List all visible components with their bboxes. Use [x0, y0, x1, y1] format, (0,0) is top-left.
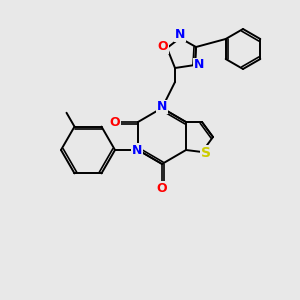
Text: O: O: [157, 182, 167, 194]
Text: N: N: [194, 58, 204, 71]
Text: N: N: [132, 143, 142, 157]
Text: O: O: [158, 40, 168, 53]
Text: O: O: [110, 116, 120, 128]
Text: N: N: [175, 28, 185, 41]
Text: S: S: [201, 146, 211, 160]
Text: N: N: [157, 100, 167, 113]
